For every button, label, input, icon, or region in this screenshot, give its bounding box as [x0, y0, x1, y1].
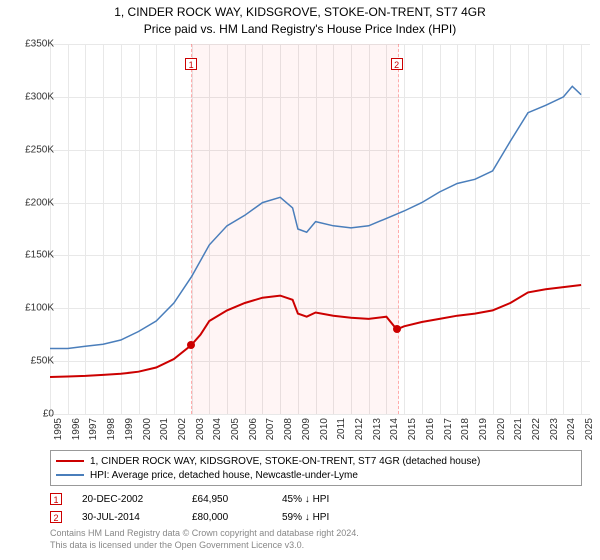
legend-row: 1, CINDER ROCK WAY, KIDSGROVE, STOKE-ON-… [56, 454, 576, 468]
sale-date: 20-DEC-2002 [82, 494, 172, 505]
xtick-label: 2010 [319, 418, 330, 440]
xtick-label: 1999 [124, 418, 135, 440]
series-hpi [50, 86, 581, 348]
xtick-label: 2000 [142, 418, 153, 440]
ytick-label: £200K [25, 197, 54, 208]
ytick-label: £150K [25, 250, 54, 261]
ytick-label: £250K [25, 144, 54, 155]
sale-pct: 59% ↓ HPI [282, 512, 372, 523]
xtick-label: 2024 [566, 418, 577, 440]
xtick-label: 2021 [513, 418, 524, 440]
footer-attribution: Contains HM Land Registry data © Crown c… [50, 528, 359, 551]
footer-line-1: Contains HM Land Registry data © Crown c… [50, 528, 359, 540]
xtick-label: 2013 [372, 418, 383, 440]
xtick-label: 2025 [584, 418, 595, 440]
sale-row-1: 1 20-DEC-2002 £64,950 45% ↓ HPI [50, 490, 372, 508]
series-property [50, 285, 581, 377]
ytick-label: £100K [25, 303, 54, 314]
xtick-label: 2006 [248, 418, 259, 440]
legend-row: HPI: Average price, detached house, Newc… [56, 468, 576, 482]
xtick-label: 2019 [478, 418, 489, 440]
title-line-2: Price paid vs. HM Land Registry's House … [0, 21, 600, 38]
legend-swatch [56, 474, 84, 476]
xtick-label: 2015 [407, 418, 418, 440]
sale-price: £80,000 [192, 512, 262, 523]
xtick-label: 1998 [106, 418, 117, 440]
legend-swatch [56, 460, 84, 462]
sale-row-marker: 2 [50, 511, 62, 523]
chart-title: 1, CINDER ROCK WAY, KIDSGROVE, STOKE-ON-… [0, 0, 600, 38]
xtick-label: 2003 [195, 418, 206, 440]
sale-date: 30-JUL-2014 [82, 512, 172, 523]
title-line-1: 1, CINDER ROCK WAY, KIDSGROVE, STOKE-ON-… [0, 4, 600, 21]
xtick-label: 2023 [549, 418, 560, 440]
xtick-label: 2009 [301, 418, 312, 440]
chart-container: 1, CINDER ROCK WAY, KIDSGROVE, STOKE-ON-… [0, 0, 600, 560]
xtick-label: 2018 [460, 418, 471, 440]
footer-line-2: This data is licensed under the Open Gov… [50, 540, 359, 552]
sale-row-2: 2 30-JUL-2014 £80,000 59% ↓ HPI [50, 508, 372, 526]
xtick-label: 2012 [354, 418, 365, 440]
xtick-label: 1997 [88, 418, 99, 440]
xtick-label: 2002 [177, 418, 188, 440]
xtick-label: 2017 [443, 418, 454, 440]
sale-row-marker: 1 [50, 493, 62, 505]
xtick-label: 2022 [531, 418, 542, 440]
xtick-label: 2020 [496, 418, 507, 440]
xtick-label: 2011 [336, 418, 347, 440]
xtick-label: 2016 [425, 418, 436, 440]
gridline-h [50, 414, 590, 415]
sale-pct: 45% ↓ HPI [282, 494, 372, 505]
ytick-label: £300K [25, 91, 54, 102]
legend: 1, CINDER ROCK WAY, KIDSGROVE, STOKE-ON-… [50, 450, 582, 486]
line-series-svg [50, 44, 590, 414]
ytick-label: £350K [25, 39, 54, 50]
xtick-label: 1996 [71, 418, 82, 440]
xtick-label: 2007 [265, 418, 276, 440]
legend-label: 1, CINDER ROCK WAY, KIDSGROVE, STOKE-ON-… [90, 456, 480, 467]
xtick-label: 2001 [159, 418, 170, 440]
legend-label: HPI: Average price, detached house, Newc… [90, 470, 358, 481]
xtick-label: 2005 [230, 418, 241, 440]
xtick-label: 2004 [212, 418, 223, 440]
sale-info-rows: 1 20-DEC-2002 £64,950 45% ↓ HPI 2 30-JUL-2014… [50, 490, 372, 526]
xtick-label: 2014 [389, 418, 400, 440]
xtick-label: 2008 [283, 418, 294, 440]
sale-price: £64,950 [192, 494, 262, 505]
plot-area: 12 [50, 44, 590, 414]
ytick-label: £50K [31, 356, 54, 367]
xtick-label: 1995 [53, 418, 64, 440]
